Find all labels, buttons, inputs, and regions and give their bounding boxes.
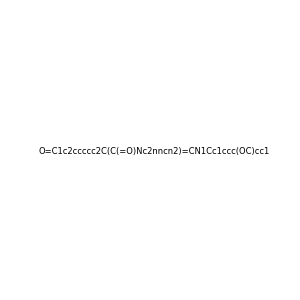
Text: O=C1c2ccccc2C(C(=O)Nc2nncn2)=CN1Cc1ccc(OC)cc1: O=C1c2ccccc2C(C(=O)Nc2nncn2)=CN1Cc1ccc(O… — [38, 147, 269, 156]
